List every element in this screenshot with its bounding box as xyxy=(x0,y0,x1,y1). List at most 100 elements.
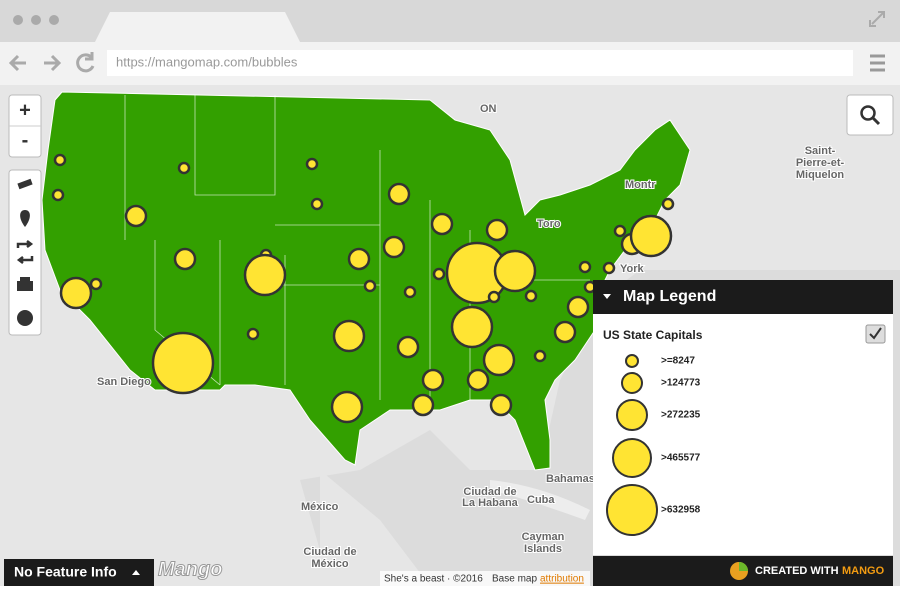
back-button[interactable] xyxy=(8,54,26,72)
map-land xyxy=(320,470,430,586)
legend-header[interactable] xyxy=(593,280,893,314)
capital-bubble[interactable] xyxy=(59,276,93,310)
capital-bubble[interactable] xyxy=(533,349,547,363)
checkmark xyxy=(869,327,882,340)
search-button[interactable] xyxy=(846,94,894,136)
basemap-tool[interactable] xyxy=(17,310,33,326)
capital-bubble[interactable] xyxy=(566,295,590,319)
window-dot xyxy=(49,15,59,25)
capital-bubble[interactable] xyxy=(466,368,490,392)
legend-symbol xyxy=(625,354,639,368)
feature-info-toggle[interactable] xyxy=(132,570,140,575)
attribution-text: She's a beast · ©2016 xyxy=(384,574,483,585)
capital-bubble[interactable] xyxy=(246,327,260,341)
capital-bubbles xyxy=(51,153,675,424)
capital-bubble[interactable] xyxy=(382,235,406,259)
map-label: Montr xyxy=(625,179,656,191)
map-label: Saint- xyxy=(805,145,836,157)
fullscreen-icon[interactable] xyxy=(869,11,885,27)
capital-bubble[interactable] xyxy=(482,343,516,377)
capital-bubble[interactable] xyxy=(151,331,215,395)
capital-bubble[interactable] xyxy=(89,277,103,291)
capital-bubble[interactable] xyxy=(363,279,377,293)
legend-toggle[interactable] xyxy=(603,294,611,299)
map-labels: ON Toro Montr York Saint- Pierre-et- Miq… xyxy=(96,102,845,571)
capital-bubble[interactable] xyxy=(411,393,435,417)
capital-bubble[interactable] xyxy=(553,320,577,344)
cuba-land xyxy=(490,480,590,520)
map-label: ON xyxy=(480,103,497,115)
capital-bubble[interactable] xyxy=(173,247,197,271)
watermark: Mango xyxy=(158,558,222,580)
capital-bubble[interactable] xyxy=(243,253,287,297)
capital-bubble[interactable] xyxy=(432,267,446,281)
feature-info: No Feature Info xyxy=(14,564,117,580)
legend-symbol xyxy=(612,438,652,478)
capital-bubble[interactable] xyxy=(613,224,627,238)
print-tool[interactable] xyxy=(17,277,33,291)
legend-class-label: >272235 xyxy=(661,410,701,421)
measure-tool[interactable] xyxy=(17,178,33,190)
map-label: Islands xyxy=(524,543,562,555)
capital-bubble[interactable] xyxy=(493,249,537,293)
capital-bubble[interactable] xyxy=(602,261,616,275)
feature-info-bar[interactable] xyxy=(4,559,154,586)
capital-bubble[interactable] xyxy=(450,305,494,349)
capital-bubble[interactable] xyxy=(347,247,371,271)
mango-logo xyxy=(739,562,748,571)
search-icon xyxy=(860,105,876,121)
tab[interactable] xyxy=(95,12,300,42)
map-label: México xyxy=(311,558,349,570)
zoom-out[interactable]: - xyxy=(22,129,29,151)
credit-brand: MANGO xyxy=(842,565,885,577)
attribution-link[interactable]: attribution xyxy=(540,574,584,585)
forward-button[interactable] xyxy=(44,54,62,72)
legend-class-label: >632958 xyxy=(661,505,701,516)
legend-symbol xyxy=(621,372,643,394)
capital-bubble[interactable] xyxy=(578,260,592,274)
address-bar[interactable] xyxy=(107,50,853,76)
capital-bubble[interactable] xyxy=(524,289,538,303)
capital-bubble[interactable] xyxy=(421,368,445,392)
capital-bubble[interactable] xyxy=(629,214,673,258)
window-dot xyxy=(13,15,23,25)
capital-bubble[interactable] xyxy=(430,212,454,236)
attribution-bar xyxy=(380,571,590,586)
menu-button[interactable] xyxy=(870,54,885,72)
capital-bubble[interactable] xyxy=(310,197,324,211)
legend-class-label: >=8247 xyxy=(661,356,695,367)
capital-bubble[interactable] xyxy=(124,204,148,228)
legend-symbol xyxy=(606,484,658,536)
zoom-in[interactable]: + xyxy=(19,99,31,121)
attribution-base: Base map xyxy=(492,574,537,585)
legend-symbol xyxy=(616,399,648,431)
legend-layer: US State Capitals xyxy=(603,328,703,342)
capital-bubble[interactable] xyxy=(487,290,501,304)
search-icon xyxy=(871,116,881,126)
map-label: Pierre-et- xyxy=(796,157,845,169)
map-label: México xyxy=(301,501,339,513)
legend-items: >=8247 >124773 >272235 >465577 >632958 xyxy=(606,354,701,536)
legend-class-label: >124773 xyxy=(661,378,701,389)
legend-class-label: >465577 xyxy=(661,453,701,464)
capital-bubble[interactable] xyxy=(485,218,509,242)
map-label: Toro xyxy=(537,218,561,230)
capital-bubble[interactable] xyxy=(330,390,364,424)
capital-bubble[interactable] xyxy=(387,182,411,206)
map-label: Miquelon xyxy=(796,169,845,181)
layer-checkbox[interactable] xyxy=(865,324,886,344)
capital-bubble[interactable] xyxy=(177,161,191,175)
capital-bubble[interactable] xyxy=(661,197,675,211)
capital-bubble[interactable] xyxy=(332,319,366,353)
capital-bubble[interactable] xyxy=(489,393,513,417)
capital-bubble[interactable] xyxy=(51,188,65,202)
locate-tool[interactable] xyxy=(20,210,30,227)
credit-prefix: CREATED WITH xyxy=(755,565,839,577)
reload-button[interactable] xyxy=(76,52,95,73)
capital-bubble[interactable] xyxy=(305,157,319,171)
capital-bubble[interactable] xyxy=(396,335,420,359)
swap-tool[interactable] xyxy=(16,240,34,264)
capital-bubble[interactable] xyxy=(403,285,417,299)
capital-bubble[interactable] xyxy=(53,153,67,167)
